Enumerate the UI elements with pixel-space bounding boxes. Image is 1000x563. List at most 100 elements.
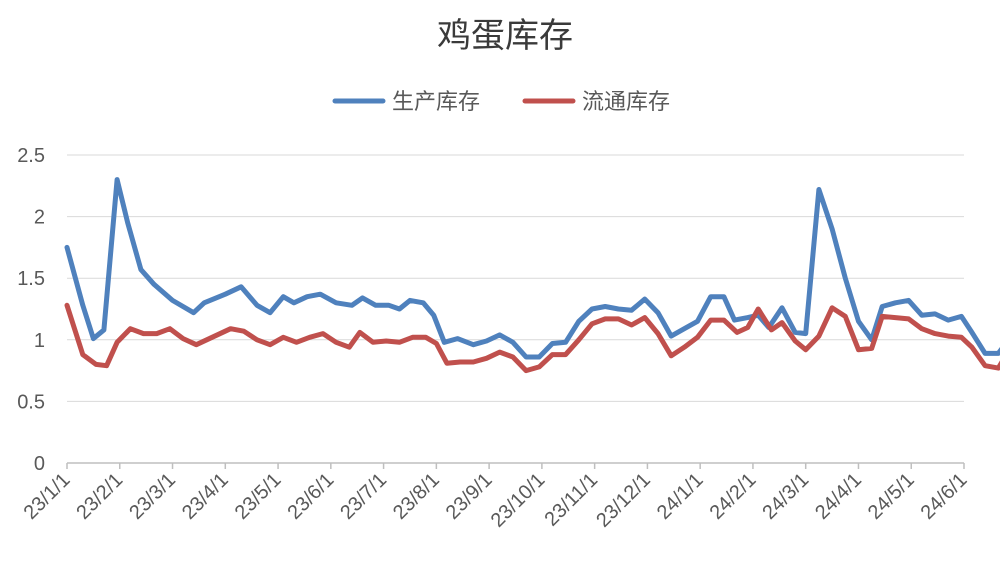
gridlines (67, 154, 964, 402)
data-point (983, 351, 988, 356)
data-point (919, 326, 924, 331)
series-group-0 (64, 177, 1000, 360)
data-point (101, 327, 106, 332)
data-point (471, 360, 476, 364)
legend: 生产库存 流通库存 (332, 90, 670, 115)
data-point (721, 318, 726, 323)
data-point (946, 318, 951, 323)
data-point (843, 276, 848, 281)
data-point (983, 363, 988, 368)
data-point (656, 331, 660, 336)
x-tick-label: 23/8/1 (389, 469, 444, 524)
data-point (590, 307, 594, 311)
y-tick-label: 2.5 (17, 145, 45, 167)
data-point (576, 319, 581, 324)
x-tick-label: 23/6/1 (283, 469, 338, 524)
data-point (816, 187, 821, 192)
data-point (880, 314, 885, 319)
data-point (471, 342, 476, 347)
data-point (642, 297, 647, 302)
y-tick-label: 2 (34, 207, 45, 229)
data-point (510, 340, 515, 345)
data-point (320, 331, 325, 336)
data-point (830, 226, 835, 231)
data-point (695, 319, 700, 324)
data-point (893, 315, 898, 320)
data-point (170, 298, 175, 303)
x-tick-label: 24/6/1 (917, 469, 972, 524)
data-point (104, 363, 109, 368)
x-tick-label: 23/10/1 (487, 469, 550, 532)
data-point (616, 316, 621, 321)
data-point (255, 337, 259, 342)
data-point (745, 315, 750, 320)
data-point (349, 303, 354, 308)
data-point (138, 267, 143, 272)
data-point (181, 336, 186, 341)
y-tick-label: 1.5 (17, 268, 45, 290)
data-point (893, 300, 898, 305)
y-tick-label: 1 (34, 330, 45, 352)
data-point (455, 336, 460, 341)
data-point (695, 335, 700, 340)
data-point (421, 300, 426, 305)
data-point (856, 347, 861, 352)
y-axis: 0 0.5 1 1.5 2 2.5 (17, 145, 45, 475)
data-point (347, 345, 352, 350)
x-tick-label: 23/4/1 (178, 469, 233, 524)
data-point (906, 316, 911, 321)
data-point (803, 347, 808, 352)
data-point (386, 303, 391, 308)
data-point (629, 308, 634, 313)
x-axis: 23/1/123/2/123/3/123/4/123/5/123/6/123/7… (20, 462, 972, 532)
data-point (524, 368, 529, 373)
data-point (141, 331, 146, 336)
data-point (408, 298, 412, 303)
data-point (384, 339, 389, 343)
x-tick-label: 24/3/1 (758, 469, 813, 524)
data-point (255, 303, 259, 308)
x-tick-label: 23/12/1 (592, 469, 655, 532)
data-point (708, 318, 713, 323)
data-point (906, 298, 911, 303)
data-point (239, 284, 244, 289)
data-point (780, 320, 784, 325)
data-point (880, 304, 885, 309)
data-point (210, 335, 215, 340)
data-point (334, 340, 339, 345)
data-point (357, 330, 362, 335)
data-point (202, 300, 207, 305)
series-line-1 (64, 302, 1000, 374)
data-point (194, 342, 199, 347)
data-point (656, 310, 660, 315)
data-point (65, 245, 69, 250)
data-point (154, 331, 159, 336)
series-lines (64, 177, 1000, 374)
data-point (563, 352, 568, 357)
data-point (959, 335, 964, 340)
data-point (642, 315, 647, 320)
data-point (458, 360, 463, 364)
data-point (281, 294, 286, 299)
legend-label-production-stock: 生产库存 (392, 90, 480, 115)
data-point (442, 340, 447, 345)
x-tick-label: 24/5/1 (864, 469, 919, 524)
data-point (629, 323, 634, 327)
data-point (268, 310, 273, 315)
data-point (959, 314, 964, 319)
data-point (318, 292, 323, 297)
data-point (80, 352, 85, 357)
data-point (969, 330, 974, 335)
data-point (65, 303, 69, 308)
data-point (152, 282, 157, 287)
data-point (281, 335, 286, 340)
data-point (803, 331, 808, 336)
chart-title: 鸡蛋库存 (437, 16, 573, 56)
data-point (115, 340, 120, 345)
data-point (307, 335, 312, 340)
x-tick-label: 24/1/1 (653, 469, 708, 524)
data-point (228, 326, 233, 331)
data-point (756, 307, 761, 311)
